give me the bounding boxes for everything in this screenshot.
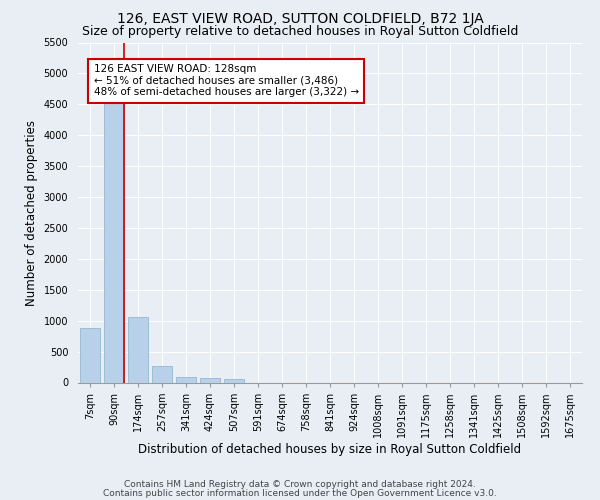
Bar [176, 377, 196, 382]
Text: Contains public sector information licensed under the Open Government Licence v3: Contains public sector information licen… [103, 488, 497, 498]
Bar [80, 328, 100, 382]
Bar [128, 317, 148, 382]
Text: 126 EAST VIEW ROAD: 128sqm
← 51% of detached houses are smaller (3,486)
48% of s: 126 EAST VIEW ROAD: 128sqm ← 51% of deta… [94, 64, 359, 98]
Text: Size of property relative to detached houses in Royal Sutton Coldfield: Size of property relative to detached ho… [82, 25, 518, 38]
Bar [152, 366, 172, 382]
X-axis label: Distribution of detached houses by size in Royal Sutton Coldfield: Distribution of detached houses by size … [139, 442, 521, 456]
Text: Contains HM Land Registry data © Crown copyright and database right 2024.: Contains HM Land Registry data © Crown c… [124, 480, 476, 489]
Bar [104, 102, 124, 382]
Bar [200, 378, 220, 382]
Bar [224, 379, 244, 382]
Text: 126, EAST VIEW ROAD, SUTTON COLDFIELD, B72 1JA: 126, EAST VIEW ROAD, SUTTON COLDFIELD, B… [116, 12, 484, 26]
Y-axis label: Number of detached properties: Number of detached properties [25, 120, 38, 306]
